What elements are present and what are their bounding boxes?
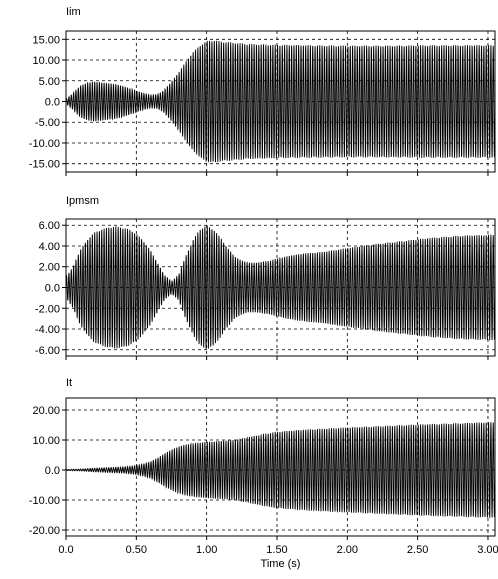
y-tick-label: -10.00 [29, 138, 60, 150]
y-tick-label: 6.00 [39, 220, 60, 232]
series-line [66, 40, 495, 163]
chart-title: Iim [66, 6, 81, 18]
x-axis-label: Time (s) [261, 558, 301, 570]
y-tick-label: 0.0 [45, 465, 60, 477]
y-tick-label: 4.00 [39, 241, 60, 253]
y-tick-label: 10.00 [32, 435, 60, 447]
y-tick-label: 5.00 [39, 76, 60, 88]
y-tick-label: -20.00 [29, 525, 60, 537]
y-tick-label: -6.00 [35, 345, 60, 357]
y-tick-label: 20.00 [32, 405, 60, 417]
chart-title: It [66, 377, 72, 389]
x-tick-label: 2.00 [337, 544, 358, 556]
y-tick-label: -4.00 [35, 324, 60, 336]
y-tick-label: -2.00 [35, 303, 60, 315]
series-line [66, 422, 495, 518]
y-tick-label: 10.00 [32, 55, 60, 67]
y-tick-label: 2.00 [39, 262, 60, 274]
x-tick-label: 0.50 [126, 544, 147, 556]
series-line [66, 225, 495, 350]
y-tick-label: 0.0 [45, 97, 60, 109]
chart-panel-2: Ipmsm 6.00 4.00 2.00 0.0 -2.00 -4.00 -6.00 [35, 195, 496, 360]
x-tick-label: 0.0 [58, 544, 73, 556]
x-tick-label: 1.00 [196, 544, 217, 556]
x-tick-label: 3.00 [477, 544, 498, 556]
y-tick-label: -15.00 [29, 159, 60, 171]
x-tick-label: 2.50 [407, 544, 428, 556]
x-tick-label: 1.50 [266, 544, 287, 556]
y-tick-label: 0.0 [45, 283, 60, 295]
y-tick-label: -10.00 [29, 495, 60, 507]
chart-title: Ipmsm [66, 195, 99, 207]
chart-panel-3: It 20.00 10.00 0.0 -10.00 -20.00 0.0 0.50 1.00 1.… [29, 377, 498, 570]
chart-panel-1: Iim 15.00 10.00 5.00 0.0 -5.00 -10.00 -15.00 [29, 6, 496, 176]
y-tick-label: -5.00 [35, 117, 60, 129]
y-tick-label: 15.00 [32, 34, 60, 46]
